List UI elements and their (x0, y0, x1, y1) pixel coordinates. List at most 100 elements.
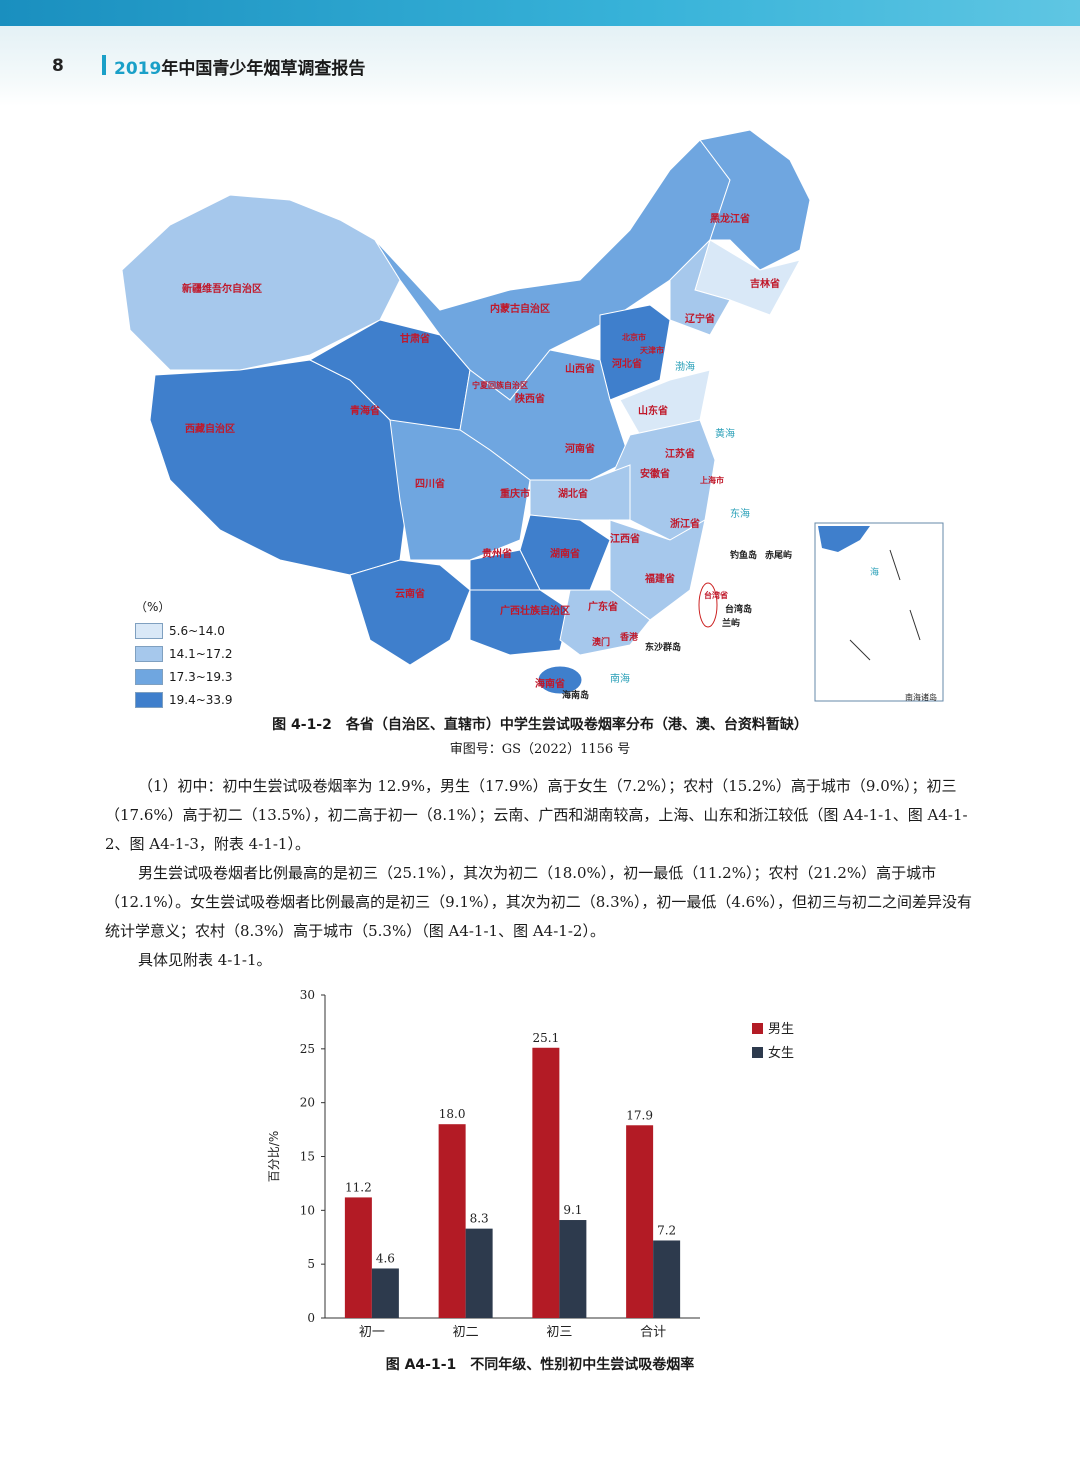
map-label: 四川省 (415, 479, 445, 490)
legend-label: 男生 (768, 1022, 794, 1037)
y-axis-label: 百分比/% (267, 1131, 281, 1182)
island-label: 钓鱼岛 (730, 551, 758, 561)
x-category-label: 初一 (359, 1325, 385, 1340)
bar-value-label: 17.9 (626, 1108, 653, 1122)
region-hainan (537, 665, 583, 695)
legend-swatch-male (752, 1023, 763, 1034)
island-label: 兰屿 (722, 619, 741, 629)
bar-value-label: 8.3 (470, 1212, 489, 1226)
header-title-text: 年中国青少年烟草调查报告 (161, 59, 366, 79)
map-label: 北京市 (622, 333, 646, 342)
legend-row: 5.6~14.0 (135, 619, 233, 642)
map-label: 云南省 (395, 589, 425, 600)
y-tick-label: 0 (307, 1311, 315, 1325)
map-inset-frame (814, 522, 944, 702)
region-shandong (619, 369, 711, 436)
bar-male (626, 1125, 654, 1318)
map-label: 台湾省 (704, 591, 728, 600)
y-tick-label: 15 (300, 1150, 315, 1164)
region-taiwan (698, 582, 718, 628)
region-guangxi (469, 589, 571, 656)
map-label: 广东省 (588, 602, 618, 613)
page-number: 8 (52, 56, 64, 76)
map-label: 海南省 (535, 679, 565, 690)
map-label: 浙江省 (670, 519, 700, 530)
map-label: 上海市 (700, 476, 724, 485)
island-label: 东沙群岛 (645, 643, 682, 653)
sea-label: 黄海 (715, 429, 735, 440)
legend-swatch-female (752, 1047, 763, 1058)
paragraph: 男生尝试吸卷烟者比例最高的是初三（25.1%），其次为初二（18.0%），初一最… (105, 864, 972, 940)
map-label: 广西壮族自治区 (500, 606, 570, 617)
map-legend: （%） 5.6~14.0 14.1~17.2 17.3~19.3 19.4~33… (135, 598, 233, 711)
inset-title: 南海诸岛 (905, 693, 937, 702)
inset-sea-label: 海 (870, 568, 880, 578)
map-label: 新疆维吾尔自治区 (182, 284, 262, 295)
y-tick-label: 10 (300, 1203, 315, 1217)
map-svg (121, 129, 944, 702)
sea-label: 渤海 (675, 362, 695, 373)
legend-swatch (135, 622, 163, 639)
paragraph: 具体见附表 4-1-1。 (138, 951, 272, 969)
map-label: 重庆市 (500, 489, 530, 500)
island-label: 海南岛 (562, 691, 590, 701)
header-year: 2019 (114, 59, 162, 79)
map-label: 陕西省 (515, 394, 545, 405)
legend-swatch (135, 668, 163, 685)
map-label: 福建省 (645, 574, 675, 585)
sea-label: 东海 (730, 509, 750, 520)
bar-male (438, 1124, 466, 1318)
map-label: 天津市 (640, 346, 664, 355)
map-approval-number: 审图号：GS（2022）1156 号 (449, 742, 631, 757)
map-label: 青海省 (350, 406, 380, 417)
bar-value-label: 18.0 (439, 1107, 466, 1121)
map-caption: 图 4-1-2 各省（自治区、直辖市）中学生尝试吸卷烟率分布（港、澳、台资料暂缺… (272, 717, 808, 733)
bar-value-label: 7.2 (657, 1223, 676, 1237)
map-label: 山西省 (565, 364, 595, 375)
map-label: 河北省 (612, 359, 642, 370)
map-label: 江西省 (610, 534, 640, 545)
legend-row: 19.4~33.9 (135, 688, 233, 711)
china-map: 新疆维吾尔自治区 西藏自治区 青海省 甘肃省 内蒙古自治区 黑龙江省 吉林省 辽… (110, 120, 970, 710)
header-band (0, 26, 1080, 106)
legend-unit: （%） (135, 600, 171, 614)
region-guangdong (559, 589, 651, 656)
paragraph: （1）初中：初中生尝试吸卷烟率为 12.9%，男生（17.9%）高于女生（7.2… (105, 777, 968, 853)
map-label: 江苏省 (665, 449, 695, 460)
legend-range: 14.1~17.2 (169, 646, 233, 661)
legend-range: 19.4~33.9 (169, 692, 233, 707)
map-label: 河南省 (565, 444, 595, 455)
bar-value-label: 4.6 (376, 1251, 395, 1265)
sea-label: 南海 (610, 674, 630, 685)
island-label: 台湾岛 (725, 605, 753, 615)
legend-swatch (135, 691, 163, 708)
region-yunnan (349, 559, 471, 666)
map-label: 宁夏回族自治区 (472, 381, 528, 390)
bar-value-label: 11.2 (345, 1180, 372, 1194)
top-color-bar (0, 0, 1080, 26)
map-label: 安徽省 (640, 469, 670, 480)
legend-row: 17.3~19.3 (135, 665, 233, 688)
bar-female (653, 1240, 681, 1318)
bar-male (344, 1197, 372, 1318)
legend-label: 女生 (768, 1045, 794, 1061)
map-label: 西藏自治区 (185, 424, 235, 435)
bar-chart-svg: 0 5 10 15 20 25 30 百分比/% 11.2 4.6 初一 18.0 8.3 初二 25.1 9… (267, 988, 794, 1340)
y-tick-label: 30 (300, 988, 315, 1002)
map-label: 辽宁省 (685, 314, 715, 325)
bar-female (465, 1228, 493, 1318)
bar-chart: 0 5 10 15 20 25 30 百分比/% 11.2 4.6 初一 18.0 8.3 初二 25.1 9… (260, 985, 820, 1345)
map-label: 香港 (620, 633, 639, 643)
map-label: 贵州省 (482, 549, 512, 560)
x-category-label: 初二 (453, 1325, 479, 1340)
bar-female (559, 1220, 587, 1318)
map-label: 甘肃省 (400, 334, 430, 345)
map-inset-land (818, 526, 870, 552)
bar-value-label: 25.1 (533, 1031, 560, 1045)
bar-value-label: 9.1 (563, 1203, 582, 1217)
map-label: 澳门 (592, 638, 611, 648)
bar-male (532, 1047, 560, 1318)
legend-row: 14.1~17.2 (135, 642, 233, 665)
x-category-label: 合计 (640, 1325, 666, 1340)
map-label: 湖南省 (550, 549, 580, 560)
